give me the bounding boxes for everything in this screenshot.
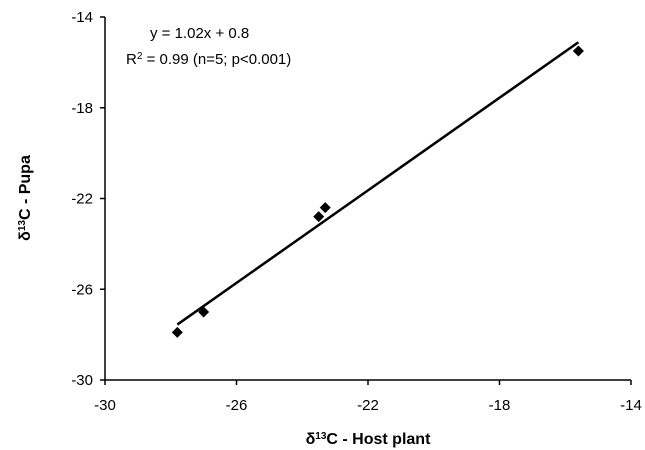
trendline [176, 41, 580, 326]
x-tick-label: -26 [226, 397, 248, 414]
y-tick-label: -14 [71, 9, 93, 26]
data-point [313, 211, 325, 223]
regression-equation: y = 1.02x + 0.8 [150, 25, 249, 42]
data-point [319, 202, 331, 214]
y-axis-ticks: -30 -26 -22 -18 -14 [71, 9, 105, 389]
y-tick-label: -30 [71, 372, 93, 389]
data-points [171, 45, 584, 338]
x-axis-title: δ13C - Host plant [306, 431, 431, 449]
y-tick-label: -26 [71, 281, 93, 298]
y-tick-label: -22 [71, 191, 93, 208]
trendline-group [176, 41, 580, 326]
y-tick-label: -18 [71, 100, 93, 117]
x-tick-label: -30 [94, 397, 116, 414]
data-point [198, 306, 210, 318]
y-axis-title: δ13C - Pupa [17, 155, 35, 241]
x-tick-label: -18 [489, 397, 511, 414]
x-tick-label: -22 [357, 397, 379, 414]
x-tick-label: -14 [620, 397, 642, 414]
axes [104, 17, 631, 381]
x-axis-ticks: -30 -26 -22 -18 -14 [94, 380, 642, 414]
r-squared-annotation: R2 = 0.99 (n=5; p<0.001) [126, 51, 291, 69]
data-point [572, 45, 584, 57]
data-point [171, 326, 183, 338]
